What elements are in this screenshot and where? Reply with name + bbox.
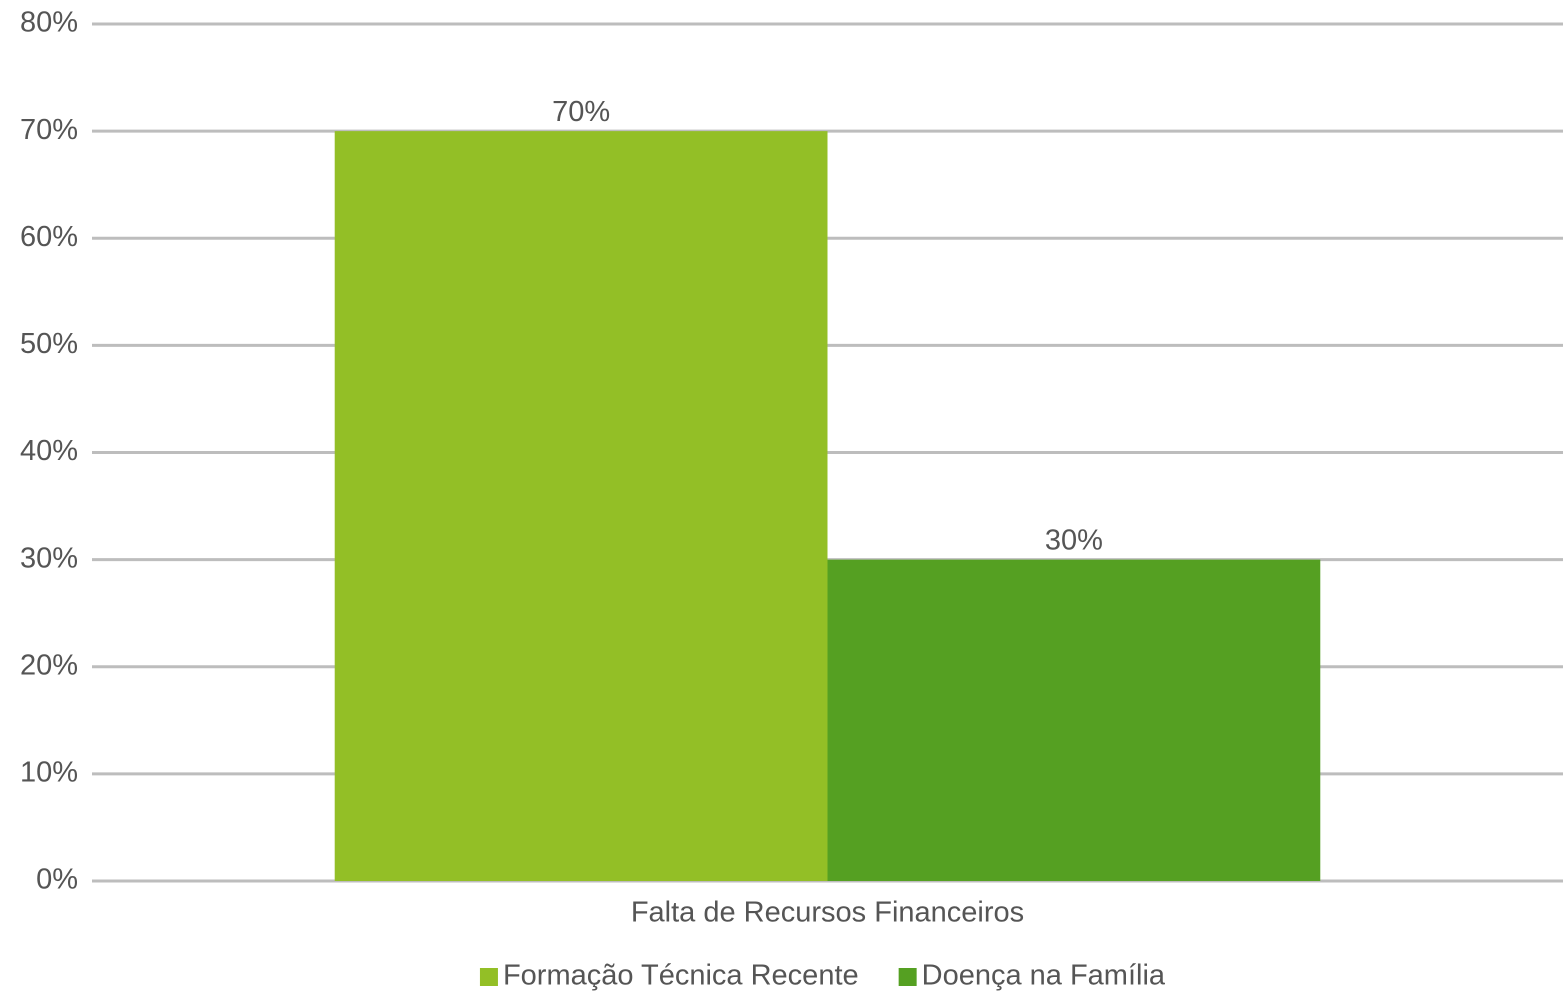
y-tick-label: 50%: [20, 328, 78, 360]
y-tick-label: 40%: [20, 435, 78, 467]
y-tick-label: 80%: [20, 7, 78, 39]
y-tick-label: 10%: [20, 757, 78, 789]
y-tick-label: 0%: [36, 864, 78, 896]
data-label: 70%: [552, 96, 610, 128]
x-tick-label: Falta de Recursos Financeiros: [631, 897, 1024, 929]
y-tick-label: 30%: [20, 542, 78, 574]
legend-label: Formação Técnica Recente: [503, 960, 859, 992]
data-label: 30%: [1045, 524, 1103, 556]
y-tick-label: 60%: [20, 221, 78, 253]
y-tick-label: 70%: [20, 114, 78, 146]
bar: [827, 559, 1321, 881]
legend-swatch: [898, 968, 917, 986]
y-tick-label: 20%: [20, 649, 78, 681]
bar: [334, 131, 828, 881]
legend-swatch: [479, 968, 498, 986]
legend-label: Doença na Família: [922, 960, 1166, 992]
